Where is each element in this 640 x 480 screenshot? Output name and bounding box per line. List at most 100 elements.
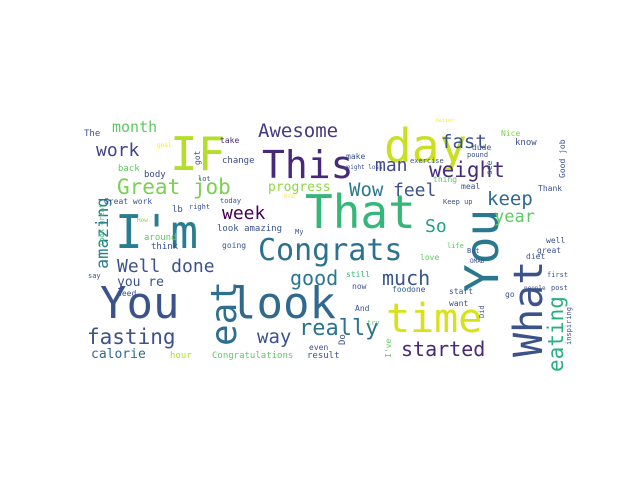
word-OMAD: OMAD (470, 258, 485, 265)
word-really: really (299, 316, 378, 341)
word-first: first (547, 271, 568, 279)
word-Nice: Nice (501, 129, 520, 138)
word-feel: feel (393, 180, 436, 201)
word-exercise: exercise (410, 157, 444, 165)
word-started: started (401, 337, 485, 361)
word-progress: progress (268, 180, 331, 195)
word-well: well (546, 236, 565, 245)
word-The: The (84, 129, 100, 139)
word-lb: lb (172, 205, 183, 215)
word-make: make (346, 152, 365, 161)
word-take: take (220, 136, 239, 145)
word-one: one (411, 285, 426, 294)
word-Good-job: Good job (558, 139, 567, 178)
word-meal: meal (461, 182, 480, 191)
word-weight-loss: weight loss (343, 164, 383, 171)
word-way: way (257, 326, 291, 348)
word-you-re: you re (117, 275, 164, 290)
word-month: month (112, 118, 157, 136)
word-Congratulations: Congratulations (212, 351, 293, 361)
word-eat: eat (204, 281, 245, 346)
word-Im: I'm (115, 205, 198, 259)
word-How: How (137, 217, 148, 224)
word-Awesome: Awesome (258, 120, 338, 142)
word-Do: Do (338, 334, 348, 345)
word-Congrats: Congrats (258, 233, 403, 268)
word-Well-done: Well done (117, 256, 215, 277)
word-This: This (262, 143, 354, 187)
word-And: And (355, 304, 370, 313)
word-But: But (467, 247, 480, 255)
word-life: life (447, 242, 464, 250)
word-day: day (384, 119, 467, 173)
word-better: better (436, 118, 454, 124)
word-good: good (290, 266, 338, 290)
word-great: great (537, 246, 561, 255)
word-Ive: I've (384, 339, 393, 358)
word-change: change (222, 156, 255, 166)
word-That: That (305, 185, 416, 239)
word-hour: hour (170, 351, 192, 361)
word-food: food (392, 285, 411, 294)
word-dude: dude (472, 143, 491, 152)
word-lot: lot (198, 175, 211, 183)
word-go: go (505, 290, 515, 299)
word-week: week (222, 203, 266, 224)
word-people: people (524, 285, 546, 292)
word-pound: pound (467, 151, 488, 159)
word-weight: weight (429, 158, 505, 182)
word-time: time (386, 296, 482, 342)
word-got: got (193, 150, 202, 165)
word-diet: diet (526, 252, 545, 261)
word-keep: keep (487, 188, 533, 210)
word-look-great: look great (98, 204, 106, 246)
word-cloud-words: You look I'm IF This day That You What t… (84, 118, 573, 372)
word-back: back (118, 164, 140, 174)
word-amazing: amazing (93, 197, 113, 269)
word-thing: thing (433, 175, 457, 184)
word-My: My (295, 228, 303, 236)
word-eating: eating (544, 296, 568, 372)
word-Thank: Thank (538, 184, 562, 193)
word-You-large: You (100, 278, 179, 329)
word-bre: bre (284, 193, 295, 200)
word-work: work (96, 140, 140, 161)
word-fast: fast (441, 131, 487, 153)
word-still: still (346, 270, 370, 279)
word-calorie: calorie (91, 347, 146, 362)
word-What: What (506, 261, 552, 357)
word-Keep-up: Keep up (443, 198, 473, 206)
word-look-amazing: look amazing (217, 224, 282, 234)
word-Great-job: Great job (117, 175, 231, 199)
word-result: result (307, 351, 340, 361)
word-Wow: Wow (349, 179, 384, 201)
word-much: much (382, 266, 430, 290)
word-You-vertical: You (455, 209, 509, 292)
word-know: know (515, 138, 537, 148)
word-fasting: fasting (87, 325, 176, 349)
word-see: see (485, 160, 494, 175)
word-going: going (222, 241, 246, 250)
word-around: around (144, 233, 177, 243)
word-Great-work: Great work (104, 197, 152, 206)
word-Did: Did (478, 305, 486, 318)
word-goal: goal (157, 142, 172, 149)
word-look: look (230, 278, 336, 329)
word-even: even (309, 343, 328, 352)
word-love: love (420, 253, 439, 262)
word-need: need (117, 289, 136, 298)
word-post: post (551, 284, 568, 292)
word-So: So (425, 216, 447, 237)
word-inspiring: inspiring (565, 307, 573, 345)
word-say: say (88, 272, 101, 280)
word-IF: IF (170, 127, 225, 181)
word-today: today (220, 197, 241, 205)
word-now: now (352, 282, 367, 291)
word-body: body (144, 170, 166, 180)
word-man: man (375, 155, 408, 176)
word-year: year (494, 207, 535, 227)
word-try: try (367, 319, 380, 327)
word-think: think (151, 242, 179, 252)
word-want: want (449, 299, 468, 308)
